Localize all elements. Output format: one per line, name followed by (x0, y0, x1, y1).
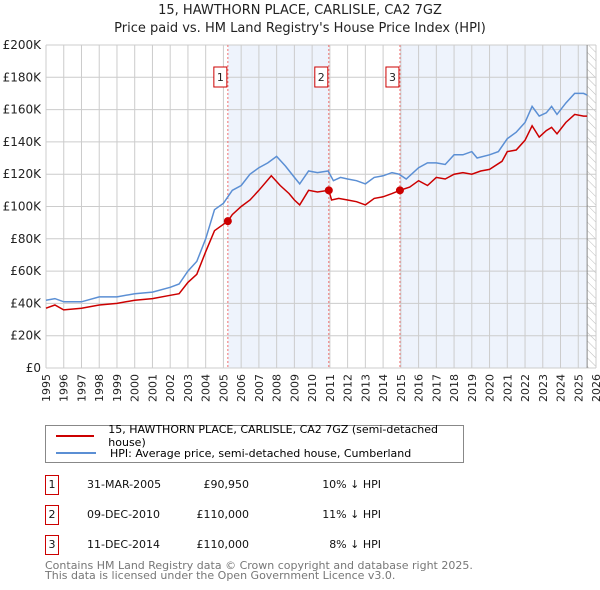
y-tick-label: £180K (3, 70, 43, 84)
sale-marker-box (213, 66, 228, 88)
x-tick-label: 2016 (413, 374, 426, 402)
sale-date: 11-DEC-2014 (87, 538, 161, 551)
y-tick-label: £160K (3, 103, 43, 117)
x-tick-label: 2011 (324, 374, 337, 402)
sale-hpi-diff: 8% ↓ HPI (329, 538, 381, 551)
x-tick-label: 2022 (519, 374, 532, 402)
sale-row: 2 09-DEC-2010 £110,000 11% ↓ HPI (45, 505, 445, 525)
x-tick-label: 2021 (501, 374, 514, 402)
x-tick-label: 2026 (590, 374, 600, 402)
sale-marker: 1 (45, 475, 59, 495)
legend-label: 15, HAWTHORN PLACE, CARLISLE, CA2 7GZ (s… (108, 423, 438, 449)
hpi-line (45, 92, 588, 303)
x-tick-label: 2005 (217, 374, 230, 402)
x-tick-label: 1999 (111, 374, 124, 402)
x-tick-label: 2009 (288, 374, 301, 402)
legend-swatch-red (56, 435, 95, 437)
sale-price: £110,000 (196, 538, 250, 551)
x-tick-label: 2007 (253, 374, 266, 402)
sale-marker-label: 2 (318, 71, 325, 84)
x-tick-label: 2019 (466, 374, 479, 402)
x-tick-label: 2023 (537, 374, 550, 402)
price-paid-line (45, 113, 588, 311)
price-chart: 1995 1996 1997 1998 1999 2000 2001 2002 2003 2004… (3, 38, 600, 402)
y-tick-label: £200K (3, 38, 43, 52)
chart-title: 15, HAWTHORN PLACE, CARLISLE, CA2 7GZ (158, 3, 442, 18)
sale-marker-box (385, 66, 400, 88)
x-tick-label: 1997 (75, 374, 88, 402)
x-tick-label: 2008 (271, 374, 284, 402)
y-tick-label: £0 (26, 361, 41, 375)
sale-date: 09-DEC-2010 (87, 508, 161, 521)
sale-price: £110,000 (196, 508, 250, 521)
x-tick-label: 2025 (572, 374, 585, 402)
sale-point (223, 217, 232, 226)
x-tick-label: 2002 (164, 374, 177, 402)
x-tick-label: 2015 (395, 374, 408, 402)
x-tick-label: 2000 (129, 374, 142, 402)
chart-subtitle: Price paid vs. HM Land Registry's House … (114, 21, 486, 36)
sale-point (395, 186, 404, 195)
x-tick-label: 2001 (146, 374, 159, 402)
x-tick-label: 2003 (182, 374, 195, 402)
y-tick-label: £140K (3, 135, 43, 149)
x-tick-label: 2014 (377, 374, 390, 402)
sale-hpi-diff: 11% ↓ HPI (322, 508, 381, 521)
footer: Contains HM Land Registry data © Crown c… (45, 559, 473, 582)
sale-date: 31-MAR-2005 (87, 478, 162, 491)
sale-row: 3 11-DEC-2014 £110,000 8% ↓ HPI (45, 535, 445, 555)
legend-swatch-blue (56, 452, 96, 454)
sale-marker: 3 (45, 535, 59, 555)
sale-marker-label: 3 (389, 71, 396, 84)
footer-copyright: Contains HM Land Registry data © Crown c… (45, 559, 473, 572)
x-tick-label: 1995 (40, 374, 53, 402)
y-tick-label: £60K (10, 264, 42, 278)
sale-row: 1 31-MAR-2005 £90,950 10% ↓ HPI (45, 475, 445, 495)
x-tick-label: 2017 (430, 374, 443, 402)
sale-point (324, 186, 333, 195)
x-tick-label: 2004 (200, 374, 213, 402)
x-tick-label: 2013 (359, 374, 372, 402)
sale-price: £90,950 (203, 478, 250, 491)
y-tick-label: £120K (3, 167, 43, 181)
legend-item-property: 15, HAWTHORN PLACE, CARLISLE, CA2 7GZ (s… (56, 423, 463, 449)
x-tick-label: 2020 (484, 374, 497, 402)
x-tick-label: 1996 (58, 374, 71, 402)
x-tick-label: 2012 (342, 374, 355, 402)
x-tick-label: 2018 (448, 374, 461, 402)
y-tick-label: £100K (3, 200, 43, 214)
y-tick-label: £20K (10, 329, 42, 343)
sale-marker-label: 1 (217, 71, 224, 84)
legend-label: HPI: Average price, semi-detached house,… (110, 446, 412, 460)
y-tick-label: £80K (10, 232, 42, 246)
sale-hpi-diff: 10% ↓ HPI (322, 478, 381, 491)
x-tick-label: 1998 (93, 374, 106, 402)
footer-licence: This data is licensed under the Open Gov… (45, 569, 396, 582)
x-tick-label: 2024 (555, 374, 568, 402)
x-tick-label: 2010 (306, 374, 319, 402)
sale-marker-box (314, 66, 329, 88)
sale-marker: 2 (45, 505, 59, 525)
x-tick-label: 2006 (235, 374, 248, 402)
legend: 15, HAWTHORN PLACE, CARLISLE, CA2 7GZ (s… (45, 423, 464, 463)
legend-item-hpi: HPI: Average price, semi-detached house,… (56, 445, 411, 461)
y-tick-label: £40K (10, 296, 42, 310)
